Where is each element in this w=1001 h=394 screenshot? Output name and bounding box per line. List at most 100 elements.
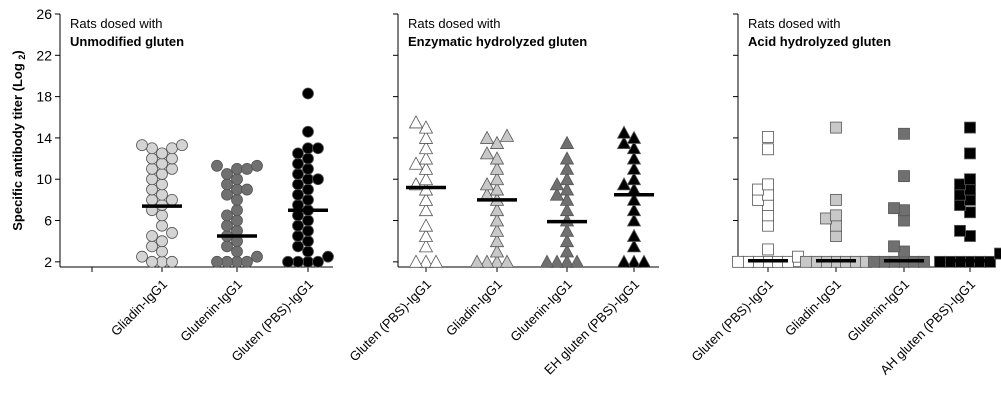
y-axis-title: Specific antibody titer (Log 2) — [10, 50, 27, 231]
data-point — [559, 223, 575, 237]
data-point — [626, 161, 642, 175]
data-point — [626, 171, 642, 186]
data-point — [732, 255, 744, 268]
data-point — [231, 193, 243, 206]
data-point — [211, 159, 223, 172]
panel-title-line1: Rats dosed with — [70, 16, 163, 31]
data-point — [292, 255, 304, 268]
x-category-label: Gliadin-IgG1 — [443, 277, 505, 339]
data-point — [302, 255, 314, 268]
data-point — [616, 177, 632, 191]
data-point — [559, 182, 575, 196]
data-point — [408, 156, 424, 170]
data-point — [954, 224, 966, 237]
data-point — [156, 168, 168, 180]
data-point — [221, 178, 233, 191]
data-point — [616, 254, 632, 268]
data-point — [559, 151, 575, 165]
data-point — [292, 157, 304, 170]
data-point — [898, 127, 910, 140]
data-point — [636, 254, 652, 268]
data-point — [489, 182, 505, 196]
data-point — [418, 202, 434, 217]
data-point — [156, 209, 168, 222]
data-point — [499, 128, 515, 142]
x-category-label: Gluten (PBS)-IgG1 — [346, 277, 434, 365]
data-point — [830, 121, 842, 134]
data-point — [166, 227, 178, 239]
data-point — [418, 130, 434, 144]
data-point — [549, 187, 565, 201]
panel-title-line2: Unmodified gluten — [70, 34, 184, 49]
data-point — [616, 125, 632, 139]
data-point — [954, 199, 966, 211]
data-point — [418, 140, 434, 155]
data-point — [211, 255, 223, 268]
data-point — [626, 151, 642, 165]
data-point — [954, 178, 966, 191]
data-point — [888, 240, 900, 253]
data-point — [418, 120, 434, 134]
data-point — [489, 213, 505, 227]
data-point — [559, 171, 575, 186]
data-point — [626, 228, 642, 242]
data-point — [479, 254, 495, 268]
data-point — [964, 147, 976, 160]
data-point — [499, 254, 515, 268]
data-point — [489, 151, 505, 165]
panel-3: Gluten (PBS)-IgG1 Gliadin-IgG1 Glutenin-Ig… — [688, 13, 1001, 378]
data-point — [752, 193, 764, 206]
data-point — [292, 178, 304, 191]
data-point — [146, 162, 158, 175]
data-point — [800, 255, 812, 268]
data-point — [231, 183, 243, 196]
data-point — [489, 161, 505, 175]
x-category-label: Glutenin-IgG1 — [507, 277, 575, 345]
y-tick-label: 22 — [36, 47, 52, 63]
data-point — [231, 173, 243, 186]
data-point — [231, 255, 243, 268]
data-point — [762, 219, 774, 232]
panel-title-line2: Acid hydrolyzed gluten — [748, 34, 891, 49]
data-point — [156, 178, 168, 191]
data-point — [489, 223, 505, 237]
data-point — [251, 159, 263, 172]
data-point — [479, 130, 495, 144]
data-point — [146, 152, 158, 165]
data-point — [898, 214, 910, 227]
panel-title-line2: Enzymatic hydrolyzed gluten — [408, 34, 587, 49]
data-point — [176, 139, 188, 152]
data-point — [559, 202, 575, 217]
data-point — [408, 254, 424, 268]
data-point — [762, 143, 774, 156]
data-point — [292, 219, 304, 232]
data-point — [292, 240, 304, 253]
data-point — [166, 255, 178, 268]
data-point — [954, 188, 966, 201]
data-point — [626, 213, 642, 227]
x-category-label: Gliadin-IgG1 — [108, 277, 170, 339]
data-point — [626, 239, 642, 253]
data-point — [241, 183, 253, 196]
data-point — [898, 245, 910, 258]
data-point — [489, 233, 505, 248]
data-point — [964, 173, 976, 186]
data-point — [221, 188, 233, 201]
data-point — [559, 254, 575, 268]
data-point — [934, 255, 946, 268]
data-point — [489, 171, 505, 186]
data-point — [166, 152, 178, 165]
data-point — [489, 135, 505, 149]
data-point — [221, 168, 233, 180]
data-point — [888, 202, 900, 215]
data-point — [830, 230, 842, 242]
data-point — [146, 240, 158, 253]
data-point — [302, 214, 314, 227]
data-point — [322, 250, 334, 263]
data-point — [156, 235, 168, 248]
data-point — [559, 244, 575, 258]
y-tick-label: 18 — [36, 89, 52, 105]
data-point — [428, 254, 444, 268]
data-point — [569, 254, 585, 268]
panel-title-line1: Rats dosed with — [748, 16, 841, 31]
